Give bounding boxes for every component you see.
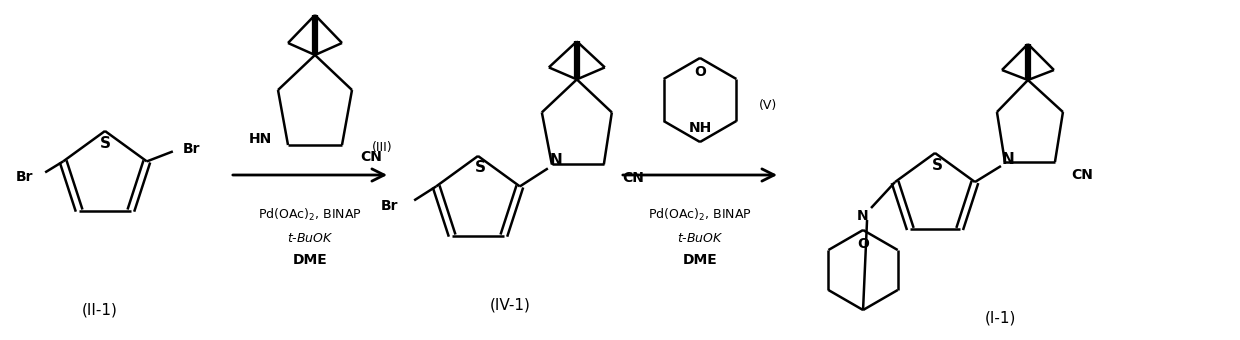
- Text: S: S: [99, 136, 110, 151]
- Text: Br: Br: [381, 199, 398, 214]
- Text: Br: Br: [182, 142, 201, 156]
- Text: (IV-1): (IV-1): [490, 298, 531, 312]
- Text: DME: DME: [683, 253, 718, 267]
- Text: O: O: [694, 65, 706, 79]
- Text: N: N: [1002, 152, 1014, 167]
- Text: DME: DME: [293, 253, 327, 267]
- Text: (II-1): (II-1): [82, 303, 118, 318]
- Text: O: O: [857, 237, 869, 251]
- Text: $t$-BuOK: $t$-BuOK: [286, 232, 334, 244]
- Text: CN: CN: [360, 150, 382, 164]
- Text: (I-1): (I-1): [985, 310, 1016, 325]
- Text: S: S: [475, 160, 486, 175]
- Text: CN: CN: [621, 171, 644, 185]
- Text: N: N: [857, 209, 869, 223]
- Text: $t$-BuOK: $t$-BuOK: [677, 232, 723, 244]
- Text: (V): (V): [759, 99, 777, 112]
- Text: Pd(OAc)$_2$, BINAP: Pd(OAc)$_2$, BINAP: [649, 207, 751, 223]
- Text: N: N: [549, 153, 562, 168]
- Text: CN: CN: [1071, 168, 1092, 182]
- Text: (III): (III): [372, 140, 393, 153]
- Text: Pd(OAc)$_2$, BINAP: Pd(OAc)$_2$, BINAP: [258, 207, 362, 223]
- Text: NH: NH: [688, 121, 712, 135]
- Text: Br: Br: [16, 170, 33, 184]
- Text: HN: HN: [249, 132, 272, 146]
- Text: S: S: [931, 157, 942, 172]
